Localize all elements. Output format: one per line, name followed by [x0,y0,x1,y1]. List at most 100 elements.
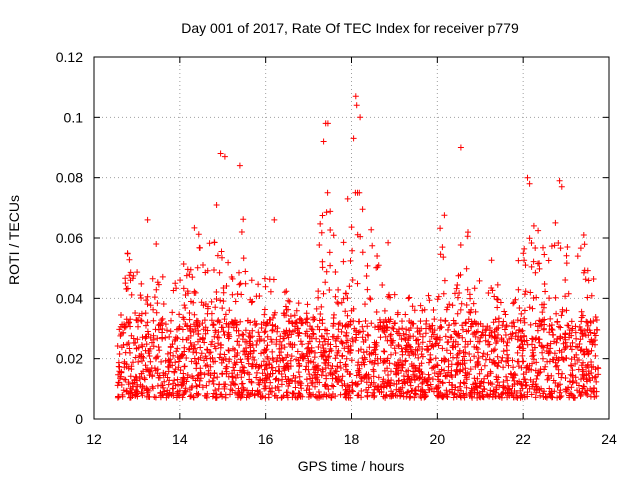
data-point [319,212,326,219]
data-point [190,329,197,336]
data-point [219,324,226,331]
data-point [458,300,465,307]
data-point [207,363,214,370]
data-point [540,244,546,251]
data-point [423,317,430,324]
data-point [548,243,555,250]
data-point [358,394,365,401]
data-point [584,362,591,369]
data-point [407,325,414,331]
data-point [530,258,537,265]
data-point [163,394,170,401]
data-point [310,330,317,337]
data-point [262,328,269,335]
data-point [457,379,464,386]
data-point [455,387,461,394]
data-point [277,338,283,345]
data-point [158,317,165,324]
data-point [332,293,339,300]
data-point [191,341,198,348]
data-point [232,317,239,324]
data-point [204,346,210,353]
data-point [328,394,335,401]
data-point [306,333,313,340]
data-point [482,337,489,344]
data-point [304,382,311,389]
data-point [289,319,295,326]
data-point [581,267,588,274]
data-point [390,325,397,332]
data-point [373,309,380,315]
data-point [562,277,569,283]
data-point [524,341,531,348]
data-point [345,383,351,390]
data-point [519,352,526,359]
data-point [302,319,309,326]
data-point [439,244,446,251]
data-point [554,335,561,342]
data-point [568,346,575,353]
data-point [269,348,276,355]
data-point [437,251,444,258]
data-point [147,302,154,309]
data-point [369,359,375,366]
data-point [303,316,310,323]
data-point [137,381,144,388]
data-point [410,350,417,357]
data-point [419,333,426,340]
data-point [133,374,140,381]
data-point [365,371,372,378]
data-point [276,345,283,352]
data-point [411,377,418,384]
data-point [295,357,302,364]
data-point [293,319,300,326]
data-point [351,325,358,332]
data-point [471,285,478,292]
data-point [462,319,469,326]
data-point [554,362,561,369]
data-point [342,394,349,400]
data-point [591,394,598,400]
data-point [312,369,319,376]
data-point [349,335,356,342]
data-point [327,208,334,215]
data-point [254,387,261,394]
data-point [354,280,361,287]
data-point [437,317,444,324]
data-point [215,334,222,341]
y-tick-label: 0.06 [56,230,83,246]
data-point [539,301,545,308]
data-point [143,341,150,348]
data-point [430,307,437,313]
data-point [516,326,523,333]
data-point [170,352,177,359]
data-point [394,363,401,369]
data-point [535,227,542,234]
data-point [334,299,341,306]
data-point [118,312,124,318]
data-point [335,347,342,354]
data-point [529,305,536,312]
data-point [526,304,533,311]
data-point [308,380,315,387]
data-point [576,388,583,395]
data-point [295,332,302,339]
data-point [490,391,497,398]
data-point [284,394,291,401]
data-point [231,347,238,353]
data-point [133,388,140,395]
data-point [500,379,507,385]
data-point [559,370,566,377]
data-point [147,358,154,365]
data-point [126,272,133,279]
data-point [312,383,318,390]
data-point [220,328,227,335]
data-point [392,320,399,327]
data-point [143,322,149,329]
data-point [323,393,330,400]
data-point [271,392,278,399]
data-point [359,334,366,341]
data-point [370,373,377,380]
data-point [558,312,565,319]
data-point [198,370,204,377]
